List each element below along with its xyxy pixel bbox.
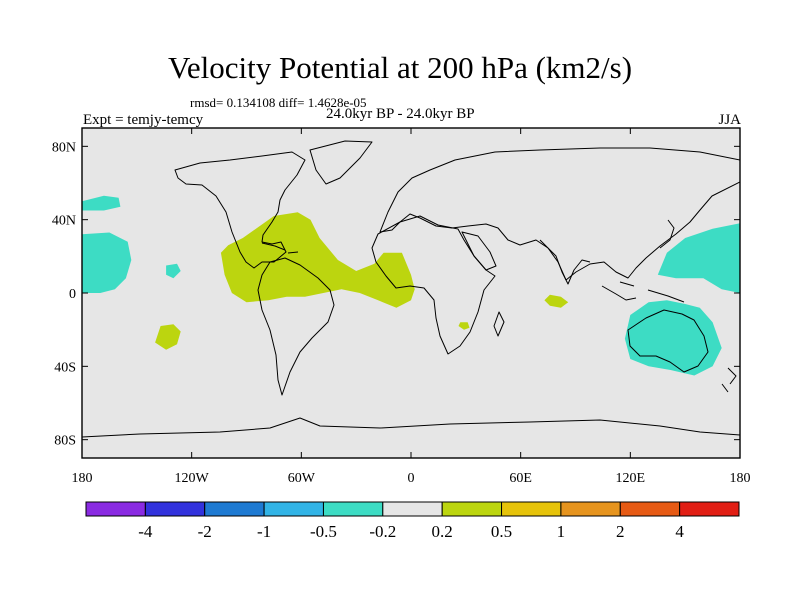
period-label: 24.0kyr BP - 24.0kyr BP <box>326 106 475 122</box>
lat-tick-label: 40S <box>54 360 76 375</box>
anomaly-region-negative <box>82 232 132 293</box>
anomaly-region-negative <box>657 223 740 293</box>
lat-tick-label: 0 <box>69 287 76 302</box>
coastline-caribbean <box>261 242 299 254</box>
colorbar-swatch <box>560 501 621 517</box>
experiment-label: Expt = temjy-temcy <box>83 112 204 128</box>
anomaly-region-positive <box>458 322 470 330</box>
lon-tick-label: 180 <box>730 471 751 486</box>
anomaly-region-positive <box>155 324 181 350</box>
axis-ticks <box>81 128 741 458</box>
lat-tick-label: 80S <box>54 434 76 449</box>
colorbar-labels: -4 -2 -1 -0.5 -0.2 0.2 0.5 1 2 4 <box>138 522 684 541</box>
coastline-arabia <box>461 231 497 271</box>
colorbar-swatch <box>501 501 562 517</box>
anomaly-fills <box>82 195 740 376</box>
coastline-india <box>539 239 591 285</box>
colorbar-label: -0.2 <box>369 522 396 541</box>
anomaly-region-positive <box>544 294 569 308</box>
lon-tick-label: 60E <box>509 471 532 486</box>
colorbar-label: 0.2 <box>432 522 453 541</box>
diagnostics-label: rmsd= 0.134108 diff= 1.4628e-05 <box>190 95 367 110</box>
anomaly-region-negative <box>82 195 121 211</box>
season-label: JJA <box>718 112 741 128</box>
coastline-madagascar <box>493 311 505 337</box>
coastline-new-zealand <box>721 367 737 393</box>
anomaly-region-negative <box>166 263 181 279</box>
lon-tick-label: 0 <box>408 471 415 486</box>
coastline-north-america <box>174 151 306 269</box>
colorbar-swatch <box>679 501 740 517</box>
anomaly-region-negative <box>624 300 722 376</box>
coastline-africa <box>371 215 496 355</box>
colorbar-swatch <box>619 501 681 517</box>
colorbar-label: -0.5 <box>310 522 337 541</box>
colorbar-label: 1 <box>557 522 566 541</box>
coastline-south-america <box>257 257 335 396</box>
colorbar-label: -2 <box>198 522 212 541</box>
colorbar-swatch <box>85 501 146 517</box>
anomaly-region-positive <box>220 212 415 308</box>
colorbar-label: -4 <box>138 522 153 541</box>
coastline-australia <box>627 309 709 373</box>
colorbar-swatch <box>144 501 206 517</box>
lat-tick-label: 40N <box>52 214 76 229</box>
axis-tick-labels: 80N 40N 0 40S 80S 180 120W 60W 0 60E 120E 180 <box>52 140 751 486</box>
coastline-antarctica <box>82 417 740 438</box>
colorbar-label: 4 <box>675 522 684 541</box>
colorbar <box>85 501 740 517</box>
lon-tick-label: 120W <box>175 471 210 486</box>
lon-tick-label: 60W <box>288 471 316 486</box>
colorbar-label: 2 <box>616 522 625 541</box>
colorbar-swatch <box>441 501 503 517</box>
coastlines <box>82 140 740 438</box>
lon-tick-label: 180 <box>72 471 93 486</box>
colorbar-swatch <box>382 501 443 517</box>
lon-tick-label: 120E <box>616 471 646 486</box>
lat-tick-label: 80N <box>52 140 76 155</box>
coastline-greenland <box>309 140 373 185</box>
colorbar-label: 0.5 <box>491 522 512 541</box>
colorbar-swatch <box>263 501 324 517</box>
figure-title: Velocity Potential at 200 hPa (km2/s) <box>167 50 633 85</box>
colorbar-swatch <box>322 501 384 517</box>
coastline-indonesia <box>601 281 685 303</box>
coastline-eurasia <box>379 147 740 281</box>
colorbar-label: -1 <box>257 522 271 541</box>
colorbar-swatch <box>204 501 265 517</box>
coastline-japan <box>659 219 675 249</box>
